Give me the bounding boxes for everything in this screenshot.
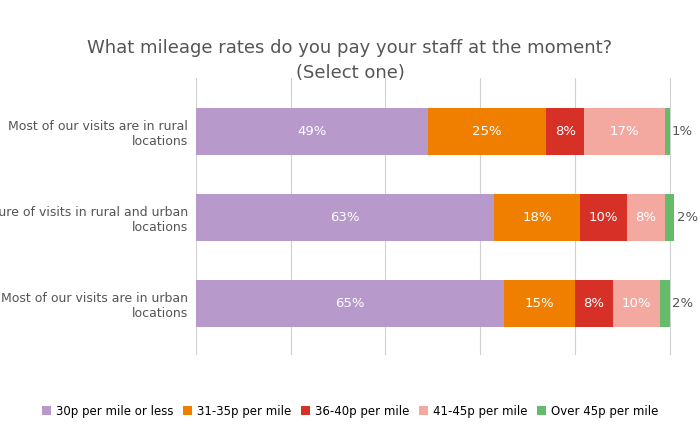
Bar bbox=[665, 194, 674, 241]
Bar bbox=[660, 280, 669, 327]
Text: 65%: 65% bbox=[335, 297, 365, 310]
Bar bbox=[494, 194, 580, 241]
Text: 10%: 10% bbox=[589, 211, 618, 224]
Bar bbox=[196, 194, 494, 241]
Text: 8%: 8% bbox=[555, 125, 576, 138]
Bar bbox=[504, 280, 575, 327]
Text: 17%: 17% bbox=[610, 125, 639, 138]
Text: 49%: 49% bbox=[298, 125, 327, 138]
Text: 63%: 63% bbox=[330, 211, 360, 224]
Text: 10%: 10% bbox=[622, 297, 651, 310]
Bar bbox=[584, 108, 665, 155]
Bar bbox=[580, 194, 627, 241]
Bar bbox=[428, 108, 547, 155]
Bar bbox=[196, 280, 504, 327]
Text: 18%: 18% bbox=[522, 211, 552, 224]
Text: What mileage rates do you pay your staff at the moment?
(Select one): What mileage rates do you pay your staff… bbox=[88, 39, 612, 82]
Text: 2%: 2% bbox=[677, 211, 698, 224]
Text: 1%: 1% bbox=[672, 125, 693, 138]
Bar bbox=[665, 108, 669, 155]
Bar bbox=[575, 280, 612, 327]
Text: 2%: 2% bbox=[672, 297, 693, 310]
Legend: 30p per mile or less, 31-35p per mile, 36-40p per mile, 41-45p per mile, Over 45: 30p per mile or less, 31-35p per mile, 3… bbox=[37, 401, 663, 423]
Bar bbox=[547, 108, 584, 155]
Text: 8%: 8% bbox=[636, 211, 657, 224]
Bar bbox=[627, 194, 665, 241]
Bar bbox=[196, 108, 428, 155]
Text: 25%: 25% bbox=[473, 125, 502, 138]
Text: 15%: 15% bbox=[524, 297, 554, 310]
Bar bbox=[612, 280, 660, 327]
Text: 8%: 8% bbox=[583, 297, 604, 310]
